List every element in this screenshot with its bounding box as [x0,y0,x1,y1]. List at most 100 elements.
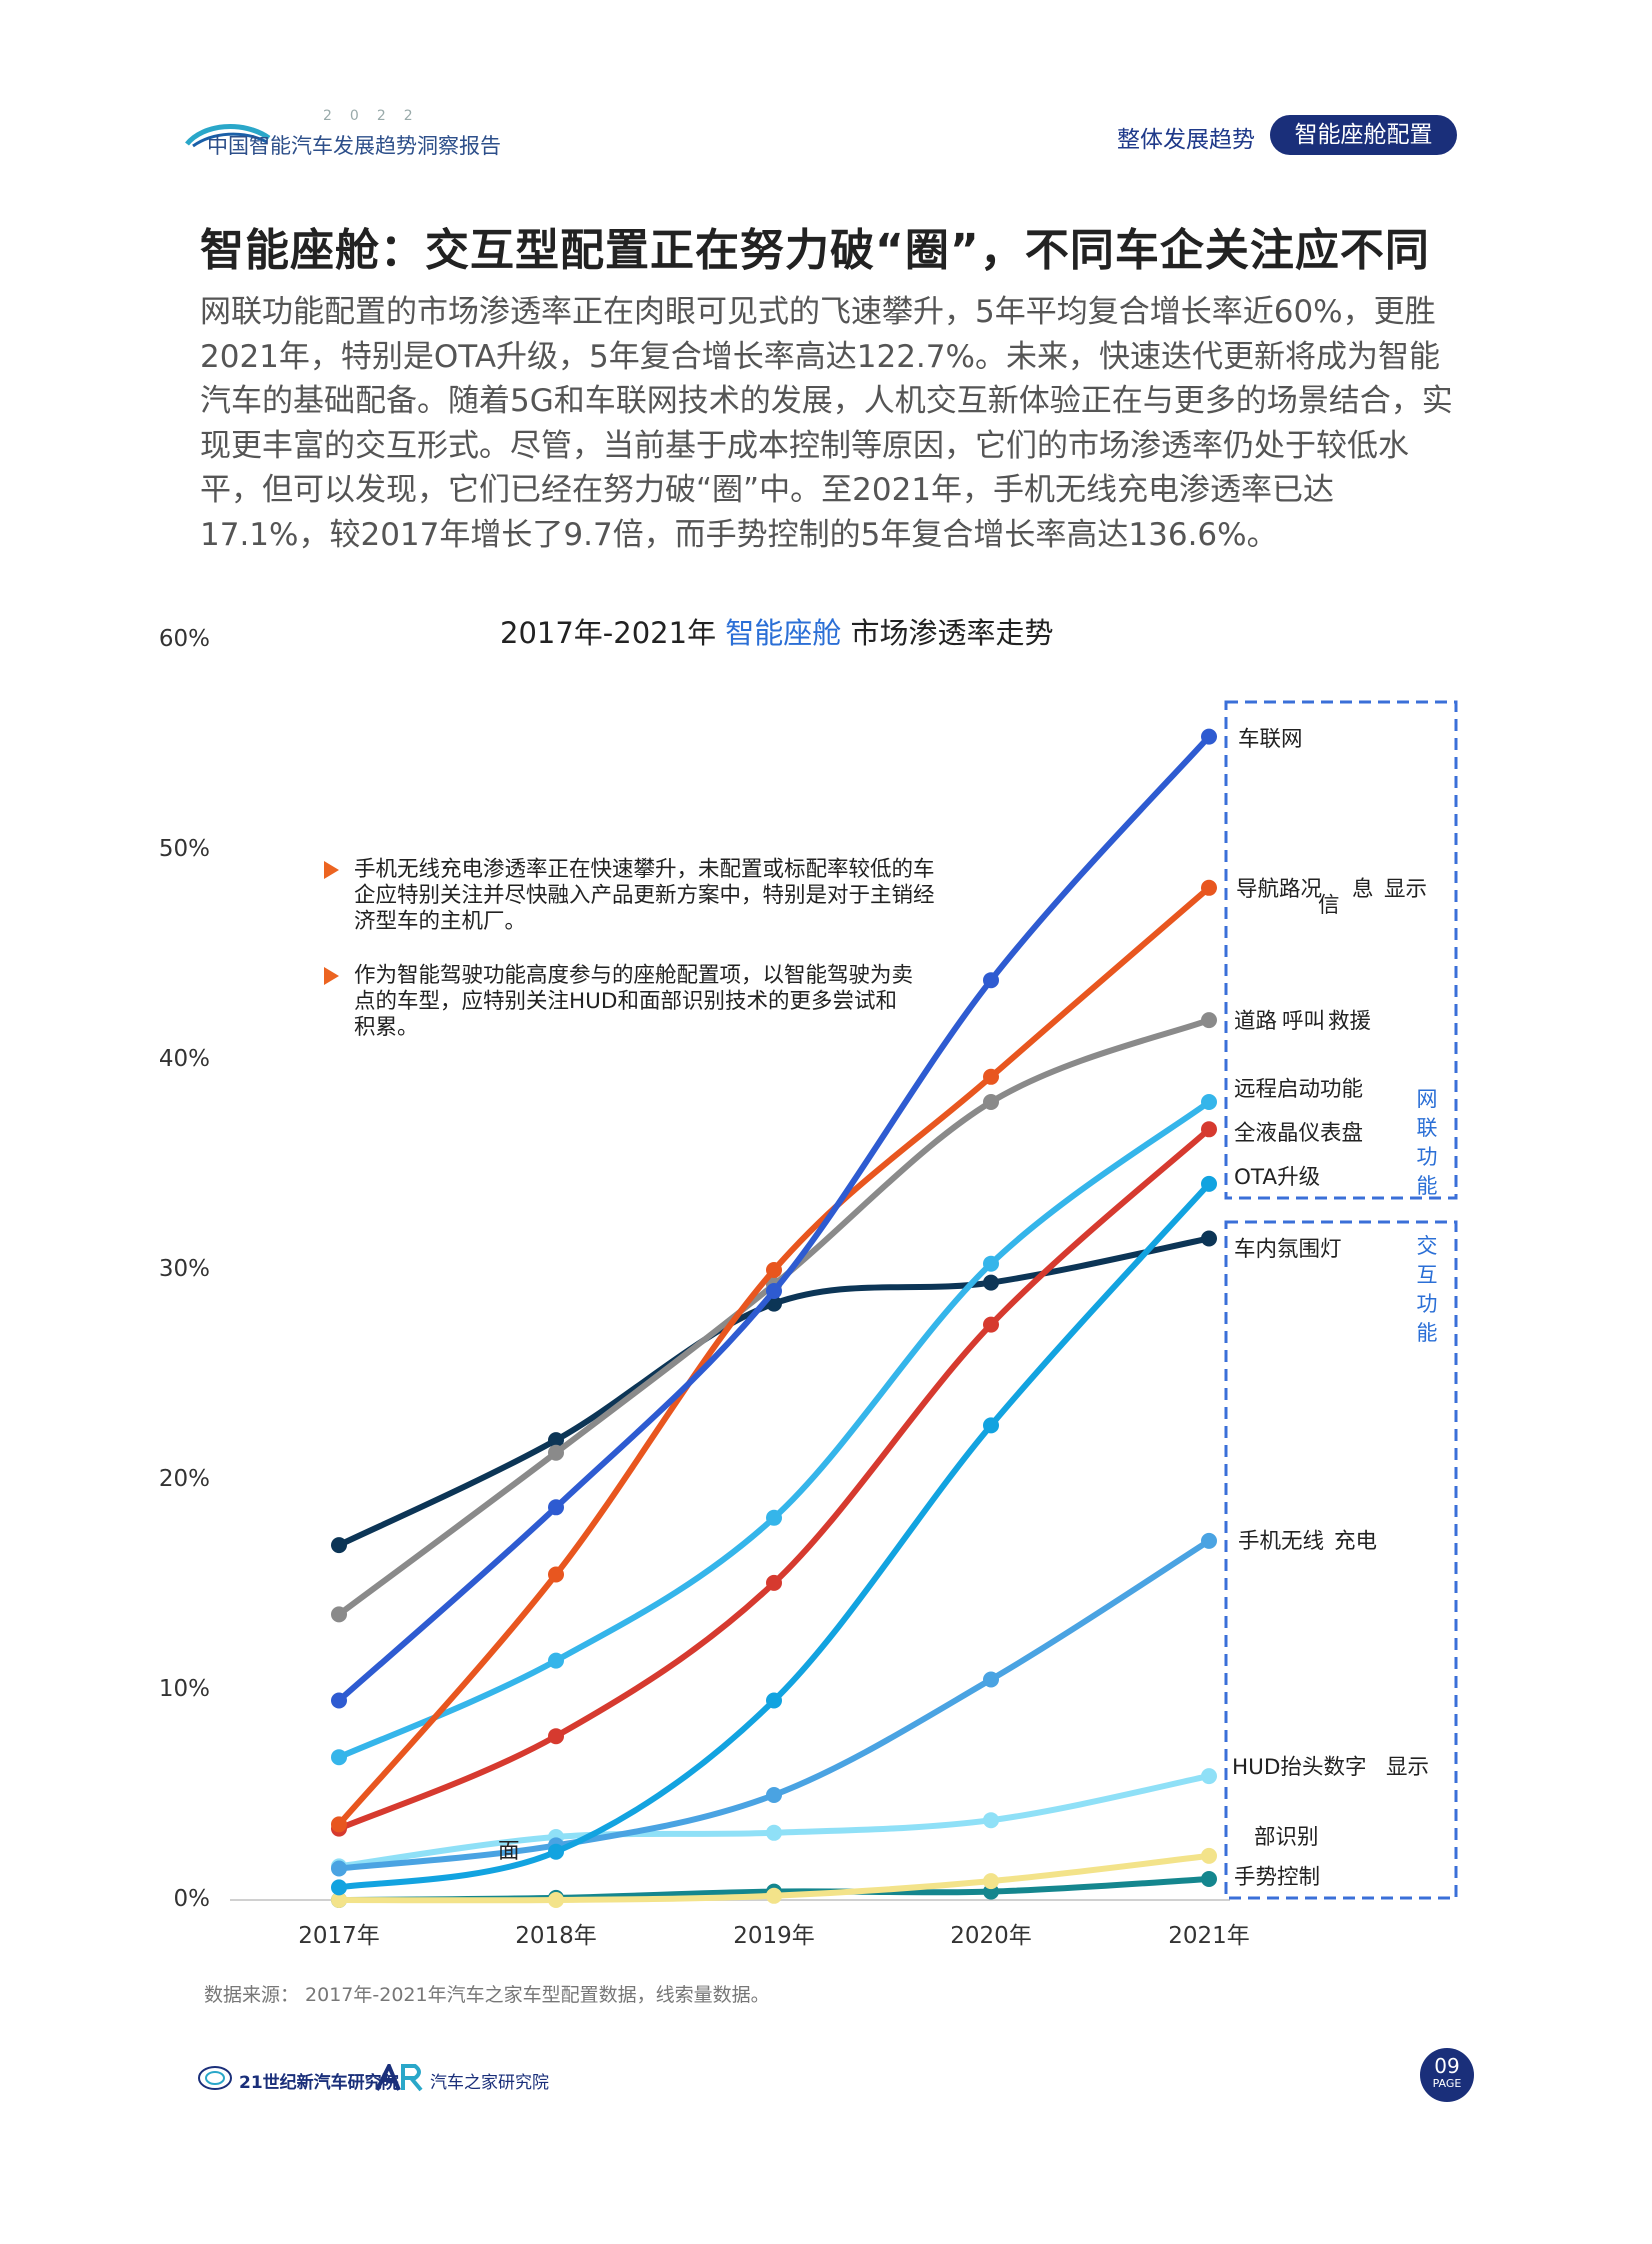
series-point [548,1843,564,1860]
chart-title-suffix: 市场渗透率走势 [850,616,1054,650]
series-label: 远程启动功能 [1234,1077,1364,1102]
series-point [548,1728,564,1745]
y-tick-label: 60% [158,626,210,652]
series-point [548,1432,564,1449]
y-tick-label: 30% [158,1256,210,1282]
series-point [1201,1175,1217,1192]
series-point [331,1816,347,1833]
x-tick-label: 2019年 [733,1923,815,1949]
nav-smart-cockpit[interactable]: 智能座舱配置 [1270,115,1457,155]
series-label: 救援 [1328,1009,1372,1034]
data-source: 数据来源： 2017年-2021年汽车之家车型配置数据，线索量数据。 [204,1984,770,2006]
series-label: 车联网 [1238,727,1303,752]
logo-year: 2022 [323,108,431,124]
series-point [548,1499,564,1516]
series-point [331,1860,347,1877]
series-point [1201,1871,1217,1887]
series-point [766,1509,782,1526]
series-point [766,1262,782,1278]
chart-title: 2017年-2021年 智能座舱 市场渗透率走势 [500,610,1054,652]
series-point [1201,1230,1217,1247]
series-point [1201,1012,1217,1029]
series-point [983,1255,999,1272]
series-point [1201,1094,1217,1110]
series-label: 息 [1352,877,1374,902]
series-point [766,1887,782,1904]
series-point [331,1692,347,1709]
y-tick-label: 50% [158,836,210,862]
footer-org-21st: 21世纪新汽车研究院 [197,2068,399,2093]
page-label: PAGE [1432,2077,1462,2090]
intro-paragraph: 网联功能配置的市场渗透率正在肉眼可见式的飞速攀升，5年平均复合增长率近60%，更… [200,294,1453,553]
note-bullet-icon [324,861,339,879]
series-point [331,1606,347,1623]
note-wireless-charging: 手机无线充电渗透率正在快速攀升，未配置或标配率较低的车企应特别关注并尽快融入产品… [354,857,935,934]
series-point [331,1879,347,1896]
org-21st-logo-icon [198,2066,232,2090]
series-point [548,1652,564,1669]
series-point [983,1094,999,1110]
series-point [331,1749,347,1766]
report-logo: 2022 中国智能汽车发展趋势洞察报告 [183,108,523,160]
page-title: 智能座舱：交互型配置正在努力破“圈”，不同车企关注应不同 [200,225,1430,276]
x-tick-label: 2021年 [1168,1923,1250,1949]
x-tick-label: 2018年 [515,1923,597,1949]
series-label: 显示 [1386,1755,1430,1780]
series-label: 手势控制 [1234,1865,1321,1890]
series-line [336,1180,1212,1891]
series-point [331,1537,347,1554]
series-label: 手机无线 [1238,1529,1325,1554]
series-label: 导航路况 [1236,877,1323,902]
logo-text: 中国智能汽车发展趋势洞察报告 [207,134,501,158]
series-point [983,1316,999,1333]
network-group-label: 网联功能 [1416,1087,1438,1198]
series-point [983,1812,999,1829]
series-line [336,1126,1212,1832]
series-label: 道路 [1234,1009,1278,1034]
series-point [1201,879,1217,896]
series-label: 呼叫 [1282,1009,1326,1034]
series-point [983,1873,999,1890]
series-line [336,884,1212,1828]
x-tick-label: 2020年 [950,1923,1032,1949]
series-label: 充电 [1334,1529,1378,1554]
series-label: HUD抬头数字 [1232,1755,1367,1780]
x-tick-label: 2017年 [298,1923,380,1949]
series-point [548,1444,564,1461]
y-tick-label: 0% [173,1886,211,1912]
series-point [548,1892,564,1908]
series-line [336,1099,1212,1761]
series-point [983,1417,999,1434]
series-point [983,1671,999,1688]
series-point [1201,1121,1217,1138]
series-label: 全液晶仪表盘 [1234,1121,1364,1146]
series-point [766,1787,782,1803]
series-point [983,1068,999,1085]
interaction-group-box [1224,1220,1458,1900]
series-point [766,1283,782,1299]
series-point [1201,728,1217,745]
car-logo-icon [185,124,271,148]
autohome-logo-icon [375,2064,423,2092]
nav-overall-trend[interactable]: 整体发展趋势 [1117,127,1255,153]
footer-org-autohome: 汽车之家研究院 [430,2073,549,2093]
series-point [766,1692,782,1709]
y-tick-label: 10% [158,1676,210,1702]
page-number: 09 [1434,2054,1460,2078]
series-label: OTA升级 [1234,1165,1321,1190]
series-label: 部识别 [1254,1825,1319,1850]
series-point [1201,1768,1217,1785]
interaction-group-label: 交互功能 [1416,1234,1438,1345]
series-point [331,1892,347,1908]
network-group-box [1224,700,1458,1200]
series-label: 面 [498,1839,520,1864]
y-tick-label: 20% [158,1466,210,1492]
series-point [983,972,999,989]
series-point [766,1574,782,1591]
page-number-badge: 09 PAGE [1420,2048,1474,2102]
series-point [983,1274,999,1291]
note-bullet-icon [324,967,339,985]
note-hud-face: 作为智能驾驶功能高度参与的座舱配置项，以智能驾驶为卖点的车型，应特别关注HUD和… [354,963,914,1040]
series-label: 显示 [1384,877,1428,902]
